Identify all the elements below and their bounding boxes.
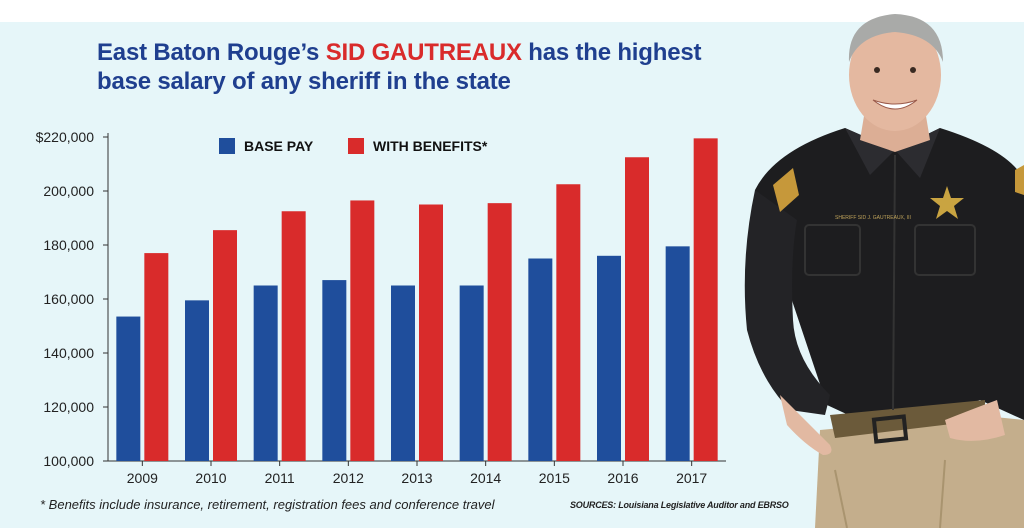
y-tick-label: 200,000 (43, 183, 94, 199)
y-tick-label: 100,000 (43, 453, 94, 469)
y-tick-label: $220,000 (36, 129, 95, 145)
shoulder-patch-left-icon (773, 168, 799, 212)
x-tick-label: 2009 (127, 470, 158, 486)
x-tick-label: 2011 (265, 470, 295, 486)
with-benefits-bar-2015 (556, 184, 581, 461)
legend-label-with-benefits: WITH BENEFITS* (373, 138, 488, 154)
gray-hair (848, 14, 943, 62)
legend-swatch-with-benefits (348, 138, 364, 154)
base-pay-bar-2012 (322, 280, 347, 461)
x-tick-label: 2014 (470, 470, 501, 486)
belt-buckle (871, 414, 909, 444)
title-highlight-name: SID GAUTREAUX (325, 39, 522, 66)
x-tick-label: 2017 (676, 470, 707, 486)
with-benefits-bar-2011 (281, 211, 306, 461)
x-tick-label: 2013 (401, 470, 432, 486)
right-pocket (914, 224, 976, 276)
left-hand (780, 395, 832, 455)
y-tick-label: 160,000 (43, 291, 94, 307)
button-placket (892, 154, 896, 411)
base-pay-bar-2010 (185, 300, 209, 461)
shoulder-patch-right-icon (1015, 165, 1024, 195)
chart-title: East Baton Rouge’s SID GAUTREAUX has the… (97, 38, 757, 96)
x-tick-label: 2015 (539, 470, 570, 486)
base-pay-bar-2015 (528, 258, 553, 461)
with-benefits-bar-2010 (213, 230, 237, 461)
with-benefits-bar-2012 (350, 200, 375, 461)
base-pay-bar-2016 (597, 255, 621, 461)
x-tick-label: 2010 (195, 470, 226, 486)
with-benefits-bar-2014 (487, 203, 512, 461)
base-pay-bar-2013 (391, 285, 415, 461)
x-tick-label: 2012 (333, 470, 364, 486)
y-tick-label: 180,000 (43, 237, 94, 253)
legend-swatch-base-pay (219, 138, 235, 154)
with-benefits-bar-2017 (693, 138, 718, 461)
belt (830, 400, 985, 438)
face (849, 19, 941, 131)
title-part-1: East Baton Rouge’s (97, 39, 326, 66)
with-benefits-bar-2013 (419, 204, 443, 461)
sheriff-photo: SHERIFF SID J. GAUTREAUX, III (744, 14, 1024, 528)
name-tape: SHERIFF SID J. GAUTREAUX, III (835, 215, 911, 221)
footnote: * Benefits include insurance, retirement… (40, 497, 495, 512)
sheriff-star-badge-icon (930, 186, 964, 219)
base-pay-bar-2009 (116, 316, 141, 461)
left-sleeve (744, 190, 830, 415)
base-pay-bar-2017 (665, 246, 690, 461)
y-tick-label: 120,000 (43, 399, 94, 415)
with-benefits-bar-2016 (625, 157, 649, 461)
base-pay-bar-2011 (253, 285, 278, 461)
collar-left (845, 128, 895, 175)
y-tick-label: 140,000 (43, 345, 94, 361)
collar-right (895, 128, 940, 178)
with-benefits-bar-2009 (144, 253, 169, 461)
right-eye (910, 67, 916, 73)
left-eye (874, 67, 880, 73)
pants-folds (834, 459, 946, 528)
legend-label-base-pay: BASE PAY (244, 138, 314, 154)
right-hand (945, 400, 1005, 441)
khaki-pants (815, 415, 1024, 528)
title-part-2: has the highest base salary of any sheri… (97, 39, 702, 95)
smile (872, 99, 918, 110)
base-pay-bar-2014 (459, 285, 484, 461)
x-tick-label: 2016 (607, 470, 638, 486)
sources-note: SOURCES: Louisiana Legislative Auditor a… (570, 500, 789, 510)
left-pocket (804, 224, 861, 276)
